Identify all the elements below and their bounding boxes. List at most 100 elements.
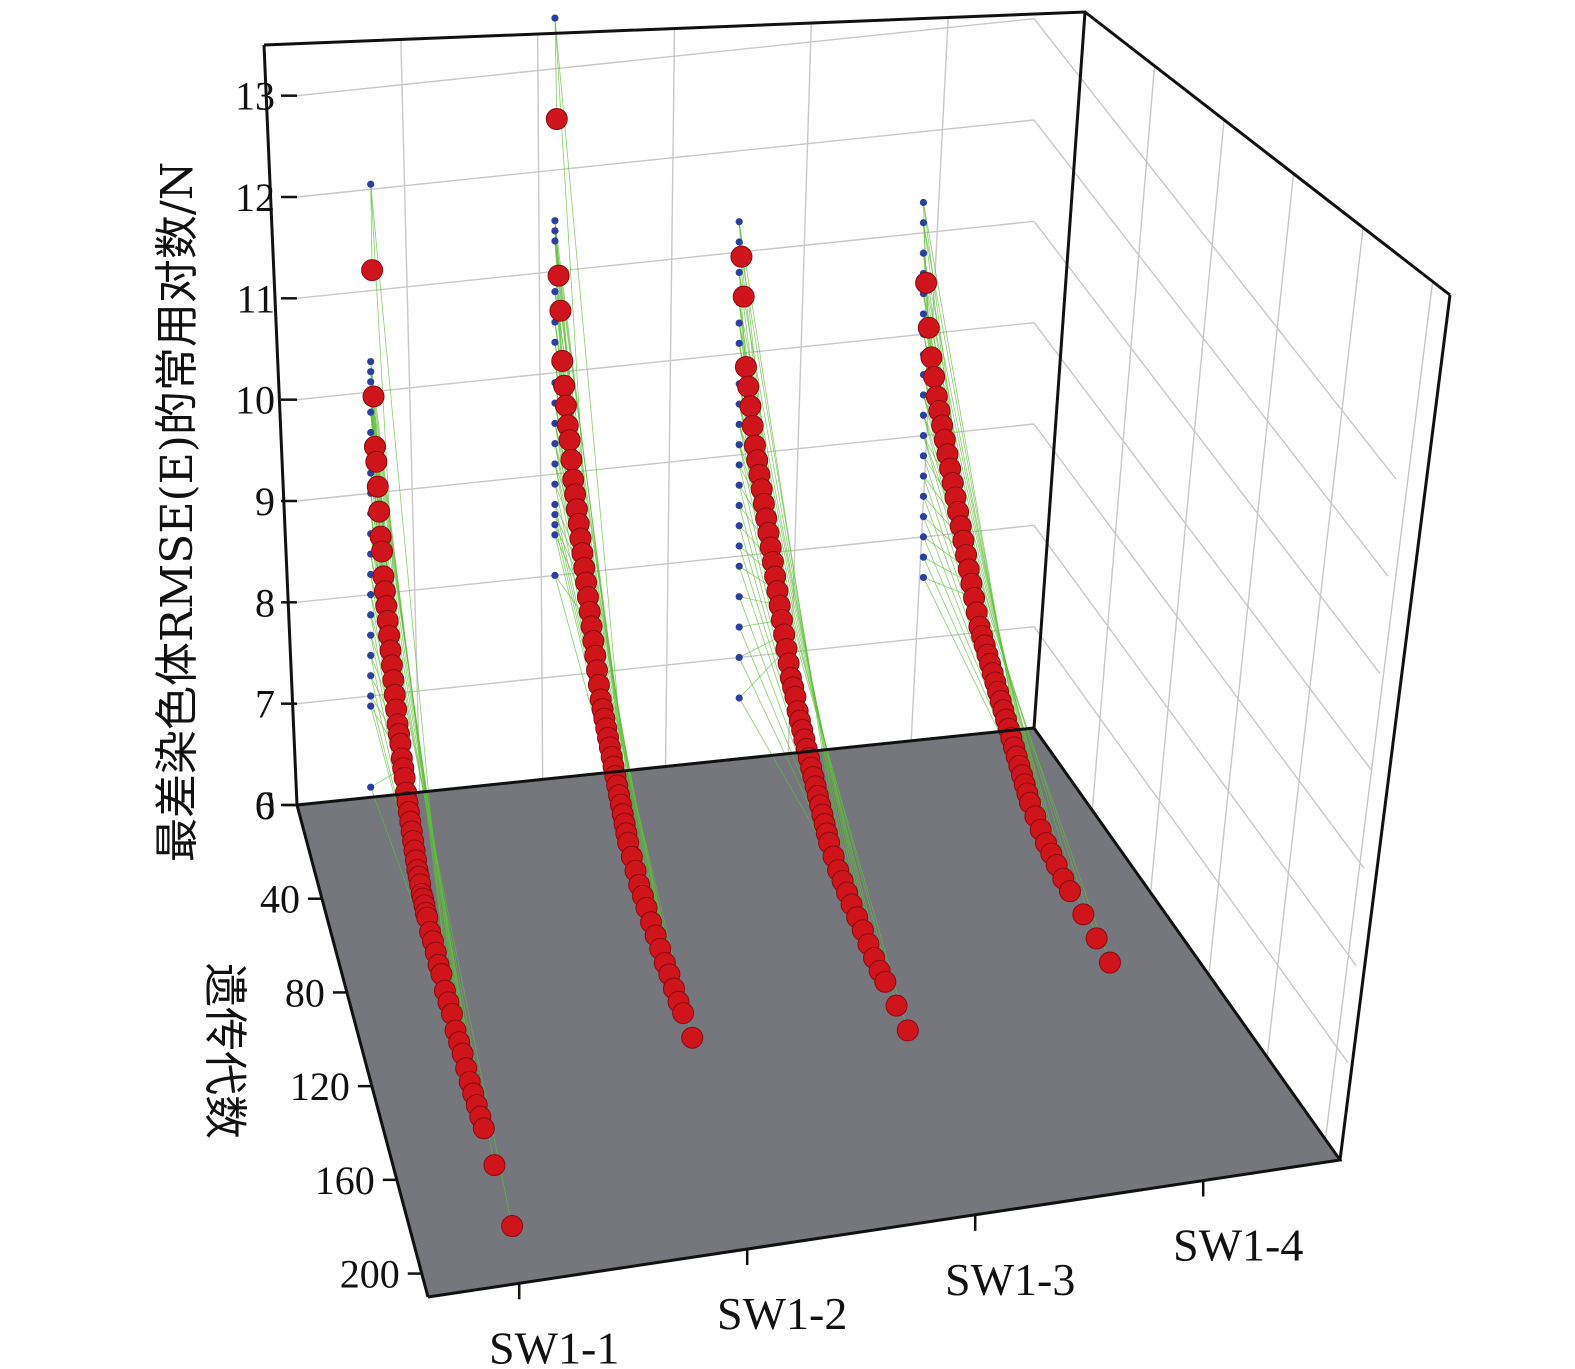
z-tick-label: 9 bbox=[255, 479, 275, 524]
initial-point bbox=[367, 651, 375, 660]
z-tick-label: 11 bbox=[236, 276, 275, 321]
initial-point bbox=[735, 542, 743, 550]
side-wall-vertical-gridline bbox=[1324, 281, 1434, 1140]
initial-point bbox=[735, 593, 743, 601]
initial-point bbox=[367, 408, 375, 416]
data-point bbox=[551, 349, 574, 372]
initial-point bbox=[919, 492, 928, 500]
side-wall-gridline bbox=[1033, 322, 1373, 772]
data-point bbox=[732, 285, 755, 308]
data-point bbox=[560, 448, 583, 471]
data-point bbox=[730, 245, 753, 268]
data-point bbox=[1072, 903, 1095, 926]
x-category-label: SW1-4 bbox=[1173, 1220, 1303, 1271]
y-tick-label: 0 bbox=[255, 783, 275, 828]
initial-point bbox=[551, 531, 559, 539]
data-point bbox=[472, 1117, 495, 1140]
initial-point bbox=[735, 420, 743, 428]
z-tick-label: 6 bbox=[255, 783, 275, 828]
data-point bbox=[553, 374, 576, 397]
data-point bbox=[501, 1215, 524, 1238]
initial-point bbox=[919, 533, 928, 541]
data-point bbox=[366, 475, 389, 498]
initial-point bbox=[735, 441, 743, 449]
initial-point bbox=[367, 428, 375, 437]
data-point bbox=[741, 414, 764, 437]
side-wall-gridline bbox=[1033, 524, 1357, 966]
initial-point bbox=[551, 288, 559, 296]
initial-point bbox=[735, 694, 743, 702]
data-point bbox=[371, 540, 394, 563]
initial-point bbox=[367, 357, 375, 366]
initial-point bbox=[367, 672, 375, 680]
z-axis-line bbox=[262, 44, 299, 806]
back-wall-gridline bbox=[296, 17, 1035, 97]
initial-point bbox=[367, 611, 375, 619]
convergence-line bbox=[554, 18, 558, 120]
data-point bbox=[885, 994, 908, 1017]
initial-point bbox=[919, 553, 928, 561]
initial-point bbox=[735, 653, 743, 662]
data-point bbox=[917, 316, 940, 339]
convergence-line bbox=[738, 648, 787, 699]
y-tick-label: 120 bbox=[290, 1064, 350, 1109]
initial-point bbox=[735, 623, 743, 631]
side-wall-gridline bbox=[1033, 626, 1349, 1064]
initial-point bbox=[551, 217, 559, 225]
convergence-line bbox=[738, 272, 852, 905]
side-wall-gridline bbox=[1033, 18, 1397, 480]
convergence-line bbox=[370, 184, 373, 271]
initial-point bbox=[735, 522, 743, 530]
z-tick-label: 12 bbox=[235, 175, 275, 220]
initial-point bbox=[367, 591, 375, 599]
floor-plane bbox=[297, 728, 1340, 1297]
side-wall-vertical-gridline bbox=[1208, 173, 1295, 975]
initial-point bbox=[919, 513, 928, 521]
front-right-edge bbox=[1338, 294, 1452, 1161]
left-floor-edge bbox=[295, 804, 430, 1298]
x-category-label: SW1-2 bbox=[717, 1288, 847, 1339]
x-category-label: SW1-1 bbox=[489, 1322, 619, 1369]
data-point bbox=[915, 271, 938, 294]
chart-frame bbox=[262, 10, 1452, 1299]
data-point bbox=[362, 385, 385, 408]
side-wall-gridline bbox=[1033, 423, 1365, 869]
initial-point bbox=[367, 702, 375, 710]
side-wall-vertical-gridline bbox=[1091, 65, 1156, 811]
y-axis-title: 遗传代数 bbox=[199, 963, 250, 1139]
data-point bbox=[874, 970, 897, 993]
initial-point bbox=[735, 319, 743, 327]
initial-point bbox=[551, 521, 559, 529]
data-point bbox=[681, 1026, 704, 1049]
data-point bbox=[1098, 951, 1121, 974]
initial-point bbox=[735, 218, 743, 226]
back-right-edge bbox=[1032, 11, 1087, 729]
initial-point bbox=[551, 338, 559, 346]
initial-point bbox=[919, 249, 928, 257]
back-wall-gridline bbox=[296, 625, 1035, 705]
back-wall-gridline bbox=[296, 119, 1035, 198]
z-tick-label: 10 bbox=[235, 378, 275, 423]
initial-point bbox=[551, 480, 559, 488]
data-point bbox=[549, 299, 572, 322]
initial-point bbox=[919, 310, 928, 318]
z-tick-label: 7 bbox=[255, 682, 275, 727]
back-floor-edge bbox=[296, 726, 1035, 807]
convergence-line bbox=[554, 240, 644, 896]
data-point bbox=[920, 346, 943, 369]
back-wall-gridline bbox=[296, 321, 1035, 401]
z-tick-label: 8 bbox=[255, 580, 275, 625]
data-point bbox=[734, 355, 757, 378]
data-point bbox=[739, 395, 762, 418]
initial-point bbox=[919, 573, 928, 582]
initial-population-points bbox=[367, 14, 928, 791]
data-point bbox=[361, 259, 384, 282]
initial-point bbox=[367, 180, 375, 188]
x-category-label: SW1-3 bbox=[945, 1254, 1075, 1305]
initial-point bbox=[919, 472, 928, 480]
data-point bbox=[545, 108, 568, 131]
initial-point bbox=[919, 452, 928, 460]
back-wall-vertical-gridline bbox=[664, 28, 676, 767]
generation-points bbox=[361, 108, 1121, 1238]
